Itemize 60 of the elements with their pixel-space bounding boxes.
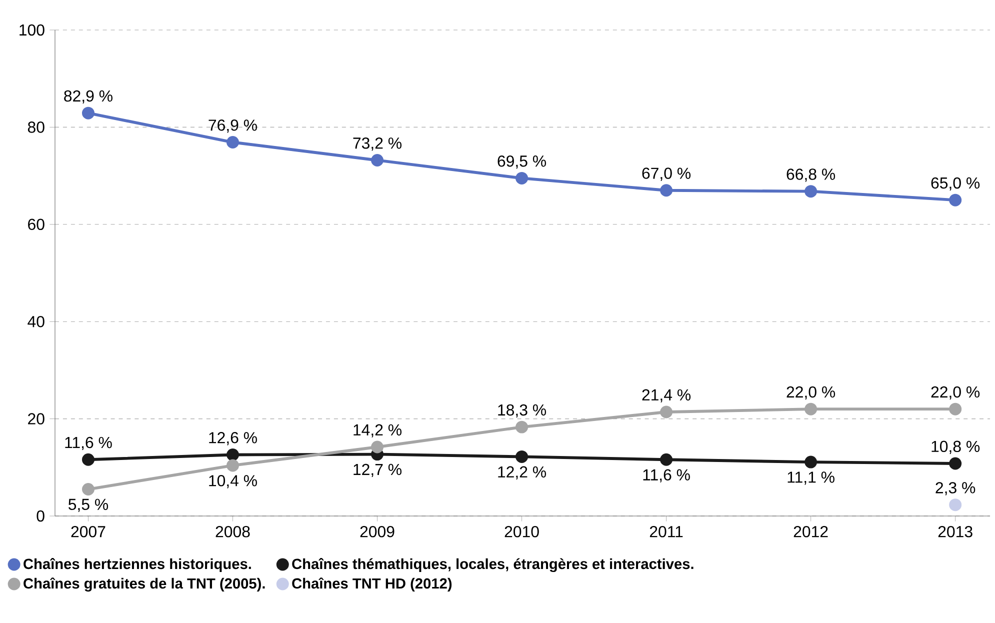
data-label: 10,8 % — [932, 440, 980, 454]
point — [804, 185, 818, 198]
point — [516, 450, 528, 463]
x-tick-label: 2010 — [504, 526, 539, 538]
x-tick-label: 2009 — [360, 526, 394, 538]
legend-label: Chaînes thémathiques, locales, étrangères et interactives. — [292, 558, 694, 572]
y-tick-label: 80 — [28, 122, 44, 133]
data-label: 12,6 % — [209, 432, 257, 446]
data-label: 22,0 % — [931, 386, 980, 400]
x-tick-label: 2011 — [650, 526, 683, 538]
data-label: 76,9 % — [208, 120, 257, 133]
data-label: 69,5 % — [498, 156, 546, 169]
y-tick-label: 100 — [20, 24, 44, 36]
y-tick-label: 60 — [28, 218, 44, 230]
data-label: 65,0 % — [931, 177, 980, 191]
point — [82, 453, 94, 466]
data-label: 10,4 % — [209, 475, 257, 488]
data-label: 66,8 % — [786, 168, 836, 182]
point — [949, 498, 962, 512]
legend-label: Chaînes TNT HD (2012) — [292, 578, 452, 592]
data-label: 5,5 % — [68, 498, 108, 512]
point — [949, 402, 962, 416]
point — [804, 402, 818, 416]
point — [371, 154, 384, 166]
data-label: 2,3 % — [936, 482, 976, 496]
y-tick-label: 20 — [28, 413, 44, 424]
data-label: 12,2 % — [498, 466, 546, 480]
point — [949, 194, 962, 206]
data-label: 11,6 % — [643, 469, 690, 482]
data-label: 22,0 % — [786, 386, 836, 400]
data-label: 11,1 % — [788, 472, 834, 485]
legend-label: Chaînes hertziennes historiques. — [24, 558, 251, 572]
x-tick-label: 2013 — [938, 526, 972, 538]
point — [516, 172, 528, 184]
point — [226, 459, 239, 472]
point — [660, 453, 673, 466]
point — [516, 420, 528, 434]
point — [660, 406, 673, 418]
y-tick-label: 40 — [28, 316, 44, 328]
x-tick-label: 2012 — [794, 526, 828, 538]
point — [226, 136, 239, 148]
x-tick-label: 2008 — [216, 526, 250, 538]
point — [82, 483, 94, 496]
point — [371, 440, 384, 454]
point — [804, 456, 818, 468]
data-label: 11,6 % — [65, 436, 112, 450]
data-label: 14,2 % — [354, 424, 402, 438]
point — [660, 184, 673, 197]
point — [82, 106, 94, 120]
data-label: 82,9 % — [64, 90, 112, 104]
data-label: 18,3 % — [498, 404, 546, 418]
point — [226, 448, 239, 462]
data-label: 12,7 % — [354, 464, 402, 478]
legend-label: Chaînes gratuites de la TNT (2005). — [24, 578, 265, 592]
y-tick-label: 0 — [36, 510, 44, 522]
data-label: 67,0 % — [642, 168, 691, 181]
x-tick-label: 2007 — [71, 526, 106, 538]
data-label: 21,4 % — [642, 389, 691, 402]
point — [949, 457, 962, 470]
data-label: 73,2 % — [353, 138, 402, 151]
